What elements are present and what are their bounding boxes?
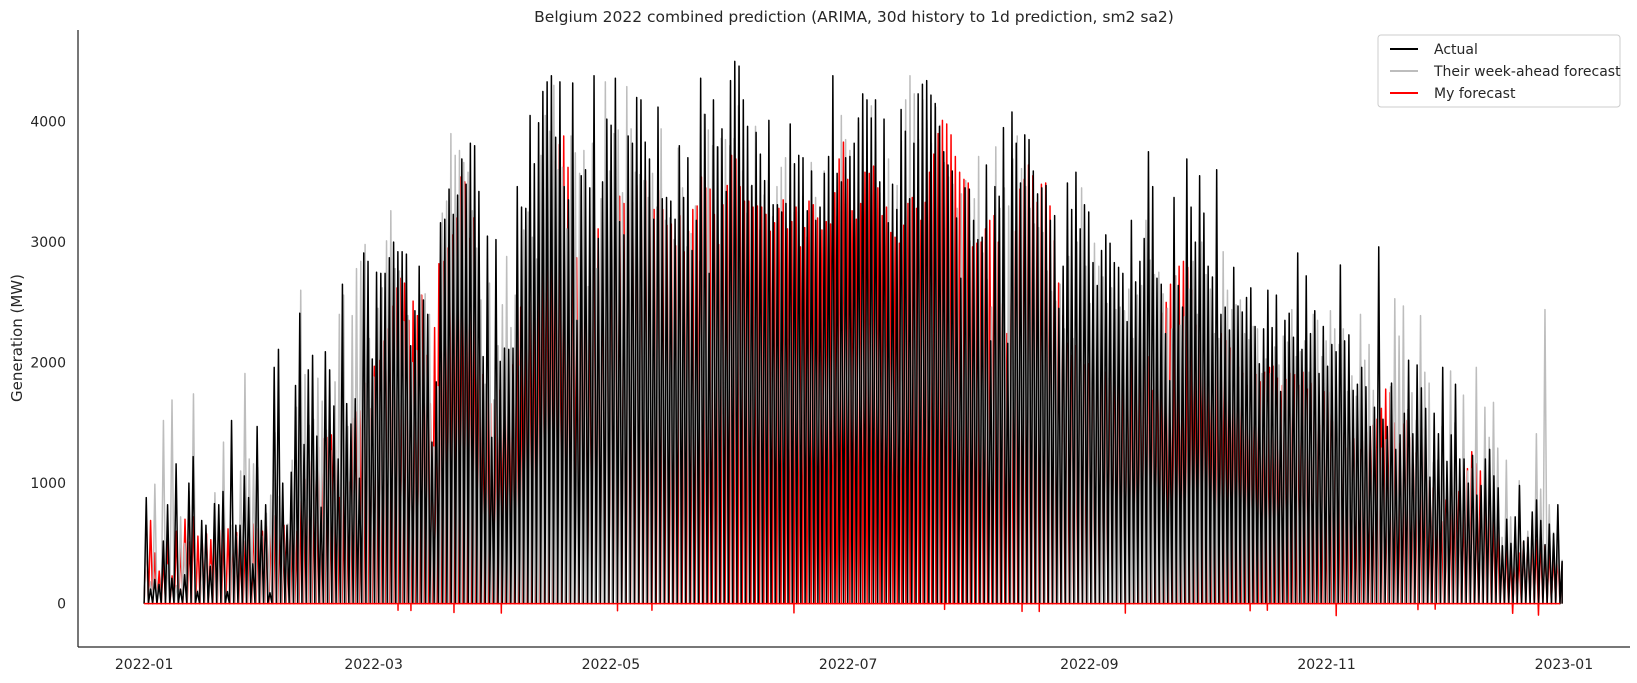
y-tick-label: 2000 xyxy=(30,356,66,372)
chart-title: Belgium 2022 combined prediction (ARIMA,… xyxy=(534,8,1174,26)
legend-label-their-forecast: Their week-ahead forecast xyxy=(1433,64,1621,80)
x-tick-label: 2022-11 xyxy=(1297,657,1356,673)
x-tick-label: 2022-03 xyxy=(344,657,403,673)
x-tick-label: 2022-09 xyxy=(1060,657,1119,673)
x-tick-label: 2022-07 xyxy=(819,657,878,673)
plot-area xyxy=(143,60,1563,617)
y-tick-label: 4000 xyxy=(30,115,66,131)
x-tick-label: 2022-01 xyxy=(115,657,174,673)
legend-label-my-forecast: My forecast xyxy=(1434,86,1516,102)
y-axis-label: Generation (MW) xyxy=(8,274,26,402)
x-tick-label: 2022-05 xyxy=(582,657,641,673)
legend-label-actual: Actual xyxy=(1434,42,1478,58)
y-tick-label: 0 xyxy=(57,597,66,613)
legend: Actual Their week-ahead forecast My fore… xyxy=(1377,34,1621,108)
x-tick-labels: 2022-01 2022-03 2022-05 2022-07 2022-09 2022-… xyxy=(115,657,1594,673)
x-tick-label: 2023-01 xyxy=(1535,657,1594,673)
series-line-actual xyxy=(143,60,1563,605)
y-tick-labels: 0 1000 2000 3000 4000 xyxy=(30,115,66,613)
y-tick-label: 3000 xyxy=(30,235,66,251)
legend-frame xyxy=(1377,34,1621,108)
y-tick-label: 1000 xyxy=(30,476,66,492)
